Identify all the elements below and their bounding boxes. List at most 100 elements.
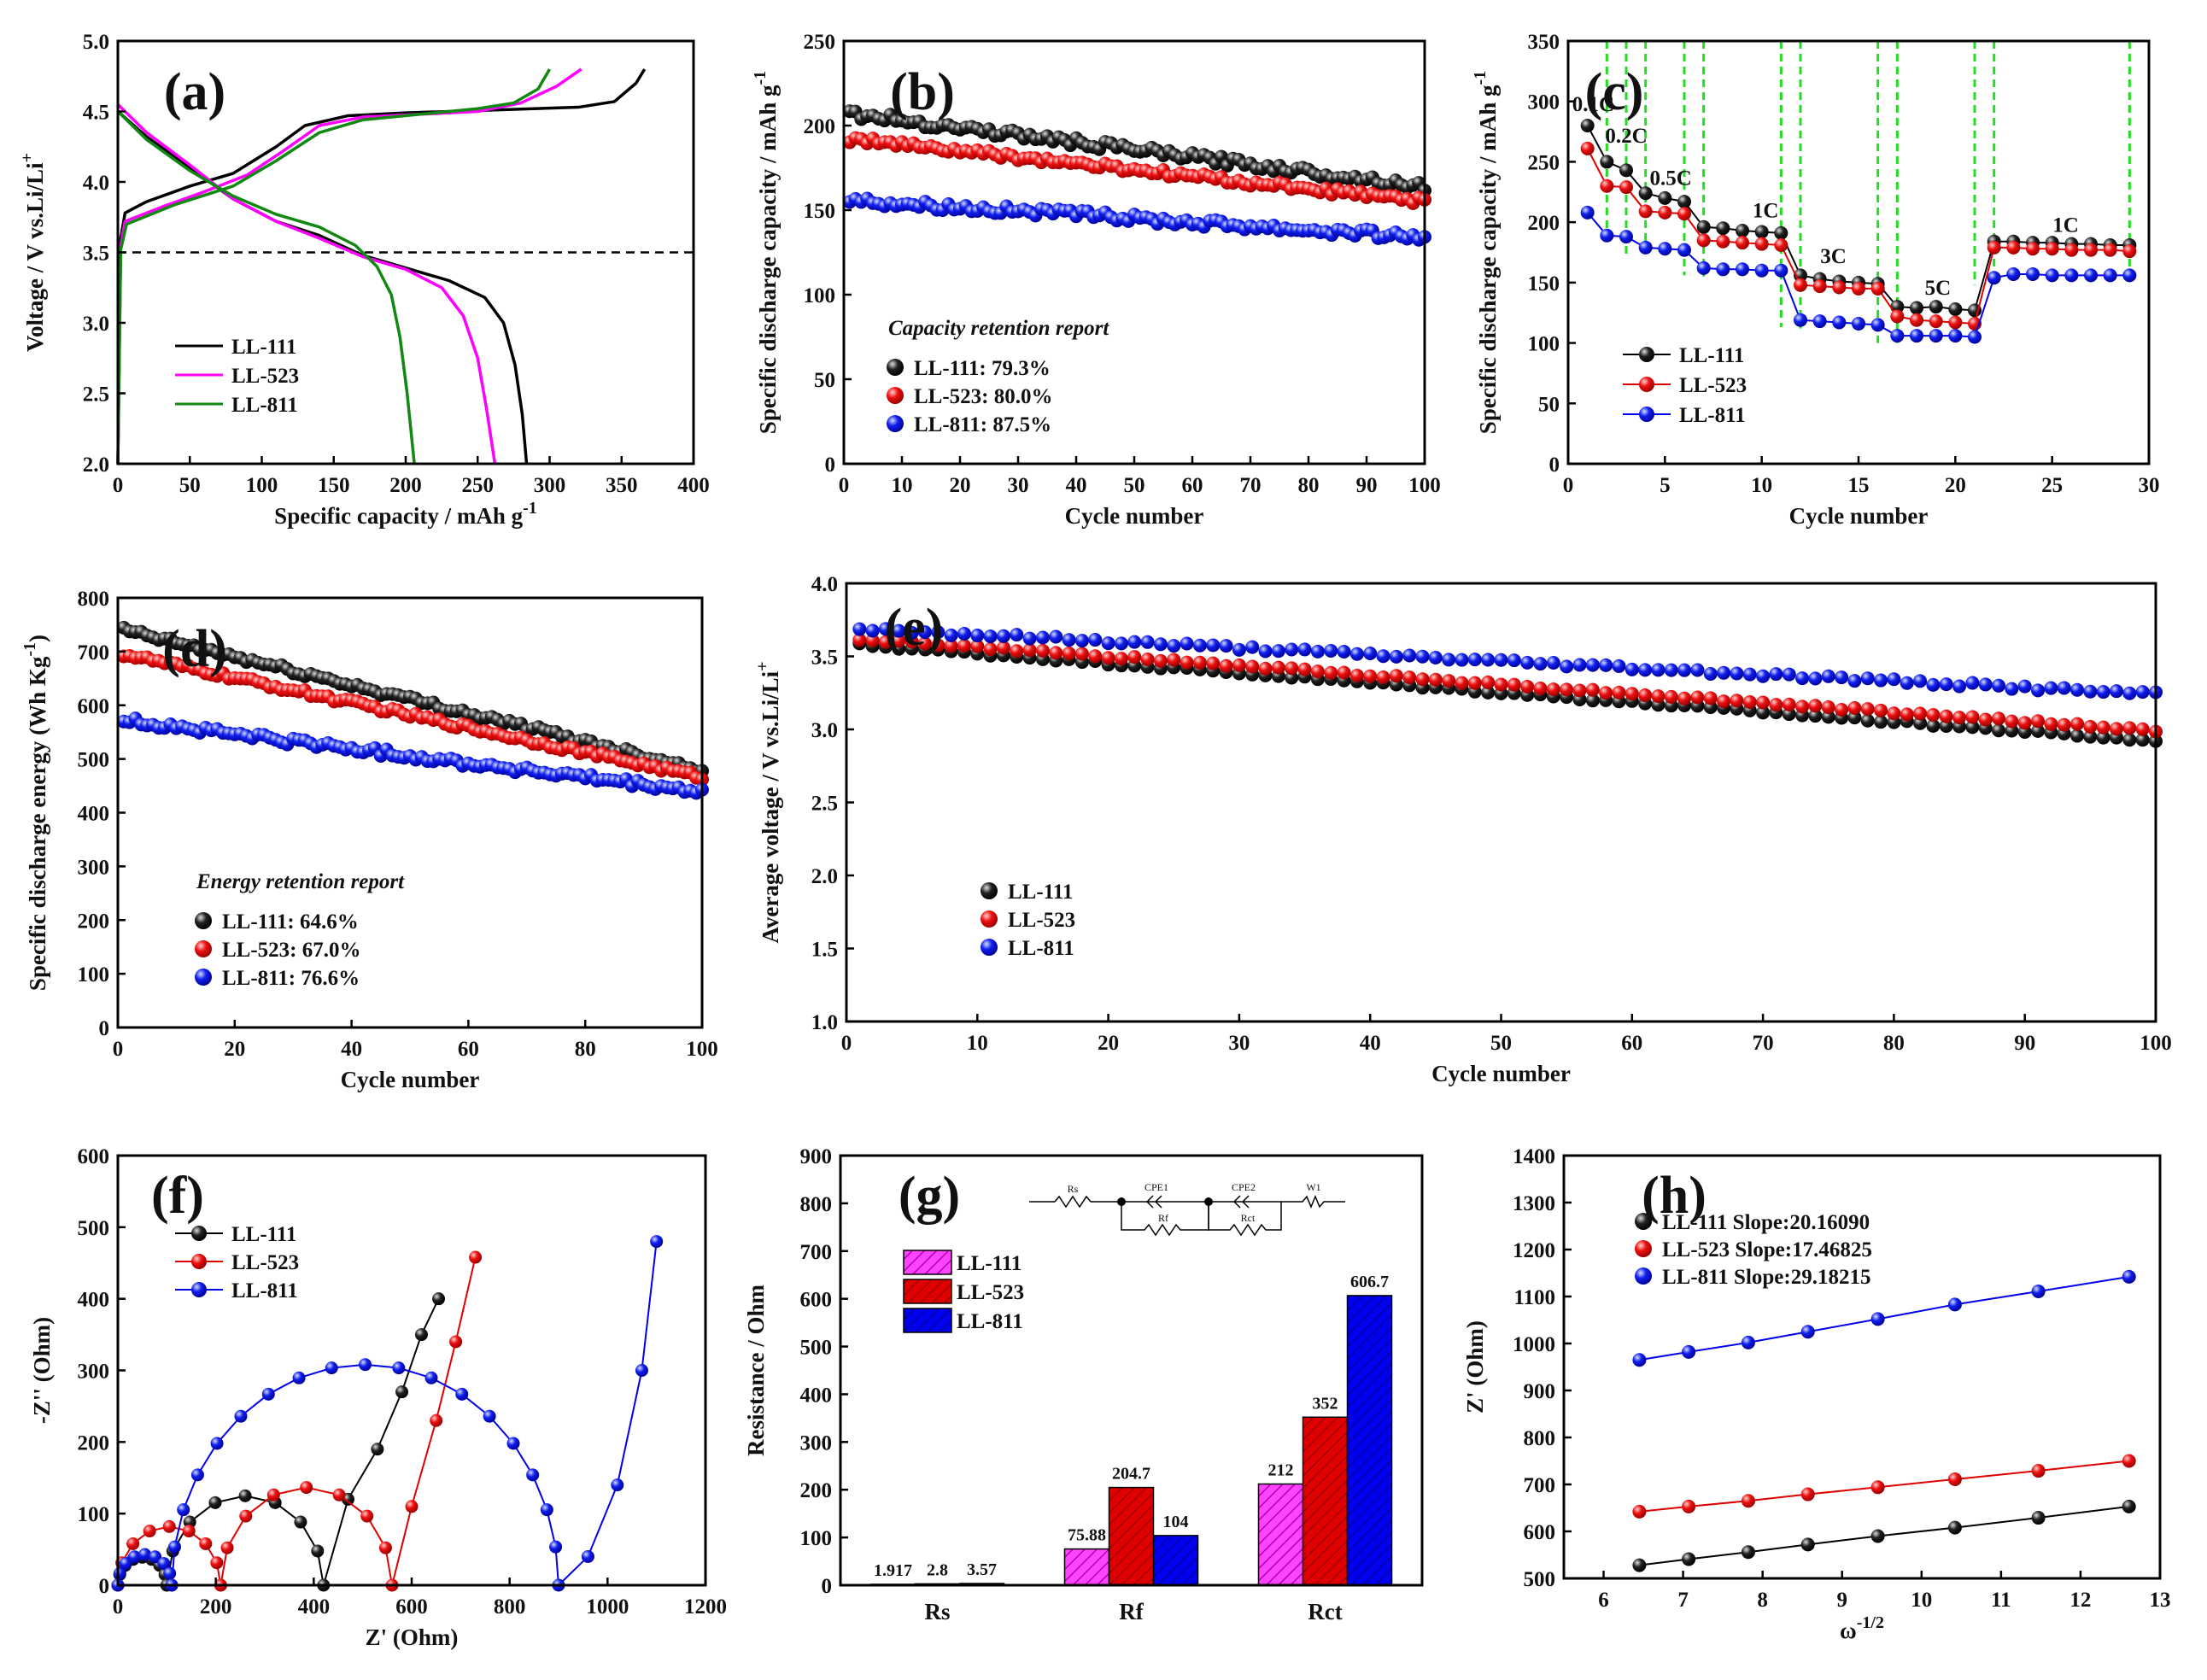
data-point-LL-811: [1140, 635, 1155, 649]
legend-entry: LL-811: [231, 394, 298, 417]
bar-LL-111-Rf: [1063, 1548, 1110, 1586]
data-point-LL-523: [1219, 659, 1233, 673]
data-point-LL-523: [1952, 711, 1967, 725]
rate-label: 5C: [1925, 277, 1952, 300]
data-point-LL-523: [2110, 722, 2124, 736]
fit-line-LL-811: [1639, 1275, 2129, 1361]
data-point-LL-811: [1742, 667, 1757, 682]
data-point-LL-523: [1271, 660, 1285, 675]
y-tick-label: 4.5: [83, 102, 109, 125]
data-point-LL-811: [1832, 315, 1847, 330]
data-point-LL-811: [1870, 1312, 1885, 1326]
y-tick-label: 600: [1524, 1521, 1556, 1544]
data-point-LL-523: [1546, 682, 1560, 697]
y-tick-label: 1.0: [811, 1011, 838, 1034]
data-point-LL-811: [1297, 642, 1312, 657]
data-point-LL-111: [1619, 163, 1633, 178]
data-point-LL-523: [1638, 204, 1653, 219]
rate-label: 1C: [2052, 214, 2079, 237]
y-tick-label: 900: [800, 1145, 833, 1168]
x-tick-label: 70: [1240, 474, 1262, 497]
data-point-LL-811: [1794, 313, 1807, 327]
bar-LL-523-Rct: [1302, 1416, 1349, 1586]
y-tick-label: 3.0: [811, 719, 838, 742]
data-point-LL-111: [238, 1489, 252, 1502]
data-point-LL-523: [220, 1541, 234, 1554]
panel-d: 0 20 40 60 80 100 0 100 200 300 400 500 600 700 800 Cyc…: [20, 588, 718, 1092]
data-point-LL-811: [1258, 644, 1273, 659]
data-point-LL-523: [1389, 669, 1403, 683]
data-point-LL-811: [2084, 268, 2098, 283]
y-tick-label: 600: [78, 1145, 110, 1168]
data-point-LL-523: [1455, 676, 1469, 690]
data-point-LL-523: [1782, 697, 1796, 711]
data-point-LL-111: [1860, 713, 1875, 728]
circuit-element-label: Rct: [1241, 1212, 1256, 1224]
data-point-LL-811: [424, 1371, 438, 1384]
data-point-LL-811: [1167, 639, 1181, 653]
data-point-LL-523: [1585, 682, 1600, 697]
x-tick-label: 100: [2140, 1032, 2172, 1055]
data-point-LL-111: [432, 1292, 446, 1306]
y-axis-label: Specific discharge capacity / mAh g-1: [751, 71, 781, 434]
warburg-w1: [1281, 1195, 1345, 1209]
rate-label: 0.2C: [1605, 125, 1647, 148]
data-point-LL-523: [1010, 644, 1024, 659]
data-point-LL-523: [1874, 703, 1888, 717]
data-point-LL-811: [581, 1549, 594, 1563]
y-tick-label: 500: [78, 1217, 110, 1240]
data-point-LL-523: [1363, 669, 1378, 683]
legend-marker: [1635, 1240, 1652, 1257]
data-point-LL-523: [1337, 665, 1351, 680]
data-point-LL-811: [359, 1358, 372, 1372]
data-point-LL-811: [1968, 330, 1982, 344]
data-point-LL-811: [1730, 666, 1744, 681]
data-point-LL-811: [2096, 685, 2110, 700]
data-point-LL-523: [1860, 702, 1875, 717]
x-axis-label: Cycle number: [1431, 1061, 1571, 1086]
x-tick-label: 80: [1298, 474, 1320, 497]
data-point-LL-811: [1821, 669, 1835, 683]
bar-value-label: 104: [1163, 1513, 1189, 1531]
data-point-LL-811: [1153, 637, 1168, 652]
data-point-LL-811: [506, 1437, 520, 1450]
legend-entry: LL-523: [1679, 374, 1747, 397]
legend-entry: LL-111: [231, 1223, 296, 1246]
x-tick-label: 12: [2069, 1589, 2091, 1612]
legend-entry: LL-111: 79.3%: [914, 357, 1051, 380]
data-point-LL-811: [996, 629, 1010, 643]
y-tick-label: 200: [78, 1431, 110, 1455]
data-point-LL-811: [2026, 266, 2040, 281]
x-tick-label: 800: [494, 1595, 526, 1619]
legend-marker: [1639, 347, 1654, 362]
data-point-LL-811: [1860, 671, 1875, 686]
data-point-LL-523: [2083, 719, 2098, 734]
x-tick-label: 9: [1836, 1589, 1847, 1612]
data-point-LL-523: [1376, 670, 1390, 684]
y-tick-label: 4.0: [83, 172, 109, 195]
data-point-LL-523: [2006, 240, 2021, 255]
data-point-LL-811: [1900, 676, 1914, 690]
y-tick-label: 100: [78, 963, 110, 986]
data-point-LL-523: [1507, 677, 1521, 692]
charge-curve-LL-811: [116, 68, 552, 465]
y-tick-label: 100: [1528, 333, 1560, 356]
data-point-LL-111: [1965, 720, 1980, 735]
data-point-LL-523: [469, 1250, 483, 1264]
y-tick-label: 1200: [1513, 1239, 1555, 1262]
circuit-element-label: W1: [1306, 1181, 1320, 1193]
fit-line-LL-523: [1639, 1460, 2129, 1513]
data-point-LL-523: [300, 1481, 313, 1495]
data-point-LL-111: [1756, 705, 1771, 720]
data-point-LL-523: [1677, 207, 1691, 221]
y-axis-label: Resistance / Ohm: [743, 1284, 769, 1455]
data-point-LL-523: [1572, 683, 1587, 698]
y-tick-label: 350: [1528, 31, 1560, 54]
data-point-LL-811: [1206, 638, 1221, 653]
x-tick-label: 200: [200, 1595, 232, 1619]
legend-marker: [887, 415, 904, 432]
data-point-LL-811: [1741, 1335, 1755, 1349]
y-tick-label: 2.5: [811, 793, 838, 816]
legend-marker: [887, 387, 904, 404]
data-point-LL-811: [138, 1548, 152, 1561]
